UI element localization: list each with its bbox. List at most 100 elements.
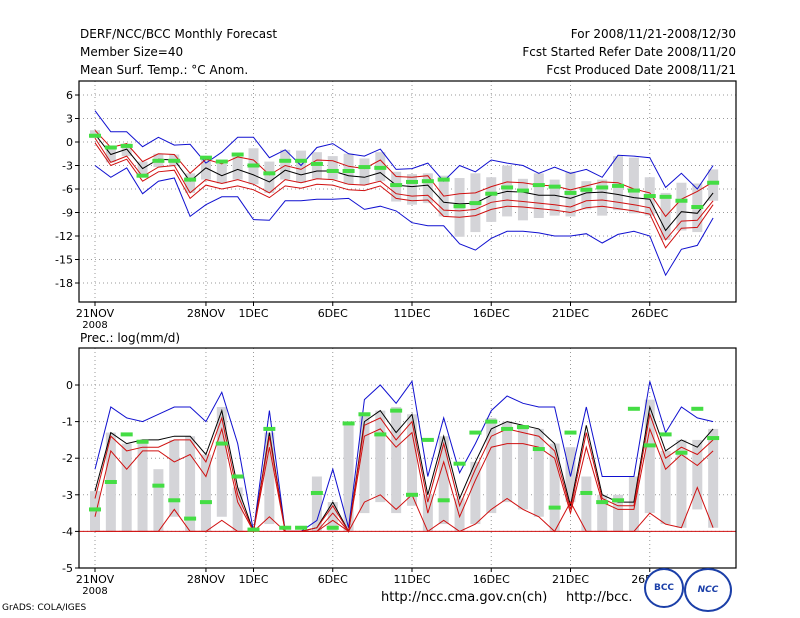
observed-marker <box>406 179 418 184</box>
observed-marker <box>643 443 656 448</box>
series-line-p75 <box>94 129 714 218</box>
series-line-p25 <box>94 137 714 241</box>
series-line-max <box>94 110 714 190</box>
x-tick-label: 6DEC <box>318 307 348 320</box>
observed-marker <box>485 419 498 424</box>
x-tick-label: 16DEC <box>473 573 510 586</box>
x-tick-label: 6DEC <box>318 573 348 586</box>
series-line-mean <box>94 133 714 232</box>
bcc-url[interactable]: http://bcc. <box>566 590 633 605</box>
observed-marker <box>421 179 434 184</box>
started-date: Fcst Started Refer Date 2008/11/20 <box>522 45 736 59</box>
observed-marker <box>136 173 149 178</box>
observed-marker <box>627 188 640 193</box>
observed-marker <box>516 188 529 193</box>
ensemble-bar <box>185 173 196 193</box>
observed-marker <box>469 201 482 206</box>
ensemble-bar <box>486 417 497 514</box>
ncc-logo: NCC <box>684 568 732 612</box>
ensemble-bar <box>692 439 703 510</box>
x-tick-label: 28NOV <box>187 307 226 320</box>
ensemble-bar <box>613 494 624 532</box>
observed-marker <box>326 525 339 530</box>
ensemble-bar <box>359 414 370 514</box>
ensemble-bar <box>359 158 370 186</box>
observed-marker <box>675 450 688 455</box>
observed-marker <box>247 163 260 168</box>
y-tick-label: 0 <box>66 136 73 149</box>
observed-marker <box>501 426 514 431</box>
observed-marker <box>263 171 276 176</box>
observed-marker <box>548 505 561 510</box>
ensemble-bar <box>549 179 560 216</box>
observed-marker <box>580 490 593 495</box>
observed-marker <box>659 432 672 437</box>
x-tick-year: 2008 <box>82 320 107 331</box>
observed-marker <box>120 432 133 437</box>
ensemble-bar <box>676 439 687 528</box>
y-tick-label: -2 <box>62 452 73 465</box>
observed-marker <box>374 165 387 170</box>
observed-marker <box>532 447 545 452</box>
ensemble-bar <box>597 494 608 532</box>
ensemble-bar <box>200 159 211 180</box>
ensemble-bar <box>597 179 608 216</box>
chart-title: DERF/NCC/BCC Monthly Forecast <box>80 27 278 41</box>
y-tick-label: 0 <box>66 379 73 392</box>
observed-marker <box>231 152 244 157</box>
observed-marker <box>612 183 625 188</box>
ensemble-bar <box>628 157 639 214</box>
observed-marker <box>89 507 101 512</box>
observed-marker <box>279 158 292 163</box>
produced-date: Fcst Produced Date 2008/11/21 <box>546 63 736 77</box>
ncc-url[interactable]: http://ncc.cma.gov.cn(ch) <box>381 590 548 605</box>
observed-marker <box>643 194 656 199</box>
observed-marker <box>326 168 339 173</box>
observed-marker <box>485 191 498 196</box>
y-tick-label: -18 <box>55 277 73 290</box>
ensemble-bar <box>407 174 417 205</box>
observed-marker <box>707 180 720 185</box>
observed-marker <box>104 479 117 484</box>
ensemble-bar <box>200 454 211 532</box>
ensemble-bar <box>311 476 322 532</box>
x-tick-label: 21NOV <box>76 307 115 320</box>
ensemble-bar <box>264 161 275 193</box>
observed-marker <box>89 133 101 138</box>
observed-marker <box>580 187 593 192</box>
observed-marker <box>295 525 308 530</box>
ensemble-bar <box>708 428 719 528</box>
observed-marker <box>548 184 561 189</box>
x-tick-label: 16DEC <box>473 307 510 320</box>
x-tick-label: 21DEC <box>552 573 589 586</box>
bcc-logo: BCC <box>644 568 684 608</box>
x-tick-label: 21NOV <box>76 573 115 586</box>
grads-credit: GrADS: COLA/IGES <box>2 603 87 613</box>
observed-marker <box>691 406 704 411</box>
observed-marker <box>342 168 355 173</box>
observed-marker <box>279 525 292 530</box>
observed-marker <box>263 426 276 431</box>
y-tick-label: -5 <box>62 562 73 575</box>
observed-marker <box>437 498 450 503</box>
observed-marker <box>691 205 704 210</box>
observed-marker <box>532 183 545 188</box>
observed-marker <box>469 430 482 435</box>
observed-marker <box>707 436 720 441</box>
ensemble-bar <box>153 469 164 532</box>
x-tick-year: 2008 <box>82 586 107 597</box>
observed-marker <box>104 145 117 150</box>
ensemble-bar <box>185 436 196 532</box>
observed-marker <box>453 461 466 466</box>
y-tick-label: 3 <box>66 113 73 126</box>
observed-marker <box>184 177 197 182</box>
ensemble-bar <box>660 450 671 525</box>
ensemble-bar <box>517 425 528 510</box>
ensemble-bar <box>121 443 132 532</box>
series-line-p25 <box>94 427 714 533</box>
series-line-mean <box>94 405 714 533</box>
series-line-max <box>94 380 714 532</box>
ensemble-bar <box>644 399 655 514</box>
